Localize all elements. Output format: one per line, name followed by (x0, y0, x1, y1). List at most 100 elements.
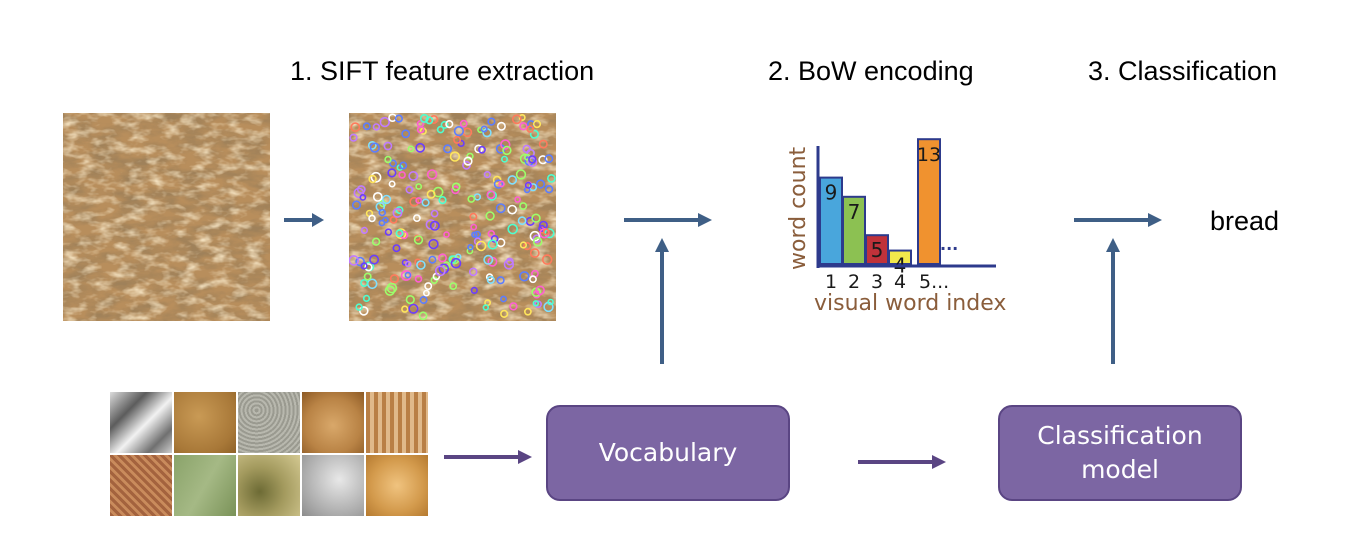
vocabulary-box: Vocabulary (546, 405, 790, 501)
sift-keypoint (524, 181, 532, 189)
sift-keypoint (526, 125, 534, 133)
sift-keypoint (440, 120, 449, 129)
histogram-bar-2 (842, 195, 866, 265)
sift-keypoint (500, 139, 511, 150)
sift-keypoint (360, 226, 368, 234)
texture-bread (366, 455, 428, 516)
sift-keypoint (503, 259, 515, 270)
arrow-vocabulary-up (655, 238, 669, 364)
sift-keypoint (529, 248, 540, 258)
arrow-to-vocabulary (444, 450, 532, 464)
sift-keypoint (544, 228, 555, 239)
classification-model-box: Classification model (998, 405, 1242, 501)
sift-keypoint (538, 139, 548, 149)
sift-keypoint (509, 302, 518, 311)
histogram-bar-4 (888, 249, 912, 265)
sift-keypoint (487, 239, 498, 250)
sift-keypoint (490, 235, 499, 243)
sift-keypoint (349, 255, 360, 266)
histogram-xlabel: visual word index (814, 291, 1006, 316)
sift-keypoint (519, 241, 527, 249)
sift-keypoint (487, 229, 496, 238)
sift-keypoint (535, 179, 546, 189)
sift-keypoint (498, 180, 505, 188)
sift-keypoint (453, 126, 464, 137)
sift-keypoint (384, 155, 392, 164)
sift-keypoint (351, 200, 362, 210)
sift-keypoint (478, 145, 486, 154)
sift-keypoint (466, 152, 474, 160)
sift-keypoint (371, 237, 381, 246)
bow-histogram: 975413 word count visual word index ... … (786, 138, 1006, 316)
sift-keypoint (529, 129, 539, 139)
sift-keypoint (475, 240, 487, 252)
sift-keypoint (423, 289, 430, 297)
sift-keypoint (368, 174, 377, 184)
sift-keypoint (386, 282, 398, 294)
sift-keypoint (384, 285, 396, 296)
sift-keypoint (363, 272, 372, 281)
sift-keypoint (388, 180, 396, 188)
sift-keypoint (425, 116, 434, 125)
sift-keypoint (408, 170, 419, 181)
sift-keypoint (356, 185, 366, 194)
sift-keypoint (518, 113, 526, 122)
sift-keypoint (413, 235, 424, 245)
sift-keypoint (389, 159, 397, 168)
sift-keypoint (362, 122, 371, 131)
sift-keypoint (547, 298, 554, 306)
sift-keypoint (359, 194, 367, 201)
histogram-bar-5 (917, 138, 941, 266)
sift-keypoint (401, 129, 411, 139)
sift-keypoint (416, 125, 425, 134)
sift-keypoint (404, 271, 412, 279)
sift-keypoint (528, 155, 537, 164)
sift-keypoint (535, 285, 545, 296)
sift-keypoint (449, 282, 458, 290)
sift-keypoint (468, 267, 478, 277)
texture-bread-crumb (302, 392, 364, 453)
sift-keypoint (414, 258, 422, 266)
sift-keypoint (542, 228, 550, 236)
sift-keypoint (486, 190, 496, 200)
sift-keypoint (378, 208, 387, 217)
sift-keypoint (511, 114, 522, 125)
sift-keypoint (360, 262, 368, 270)
sift-keypoint (473, 230, 482, 239)
sift-keypoint (405, 185, 414, 194)
sift-keypoint (428, 238, 439, 250)
sift-keypoint (379, 116, 390, 128)
output-label: bread (1210, 206, 1280, 236)
sift-keypoint (470, 223, 478, 231)
sift-keypoint (355, 256, 365, 267)
sift-keypoint (462, 160, 471, 170)
sift-keypoint (469, 212, 478, 221)
texture-linen (174, 455, 236, 516)
texture-styrofoam (302, 455, 364, 516)
sift-keypoint (463, 156, 473, 166)
histogram-tick-4: 4 (894, 271, 906, 293)
sift-keypoint (369, 254, 380, 265)
sift-keypoint (442, 261, 451, 270)
sift-keypoint (505, 257, 514, 266)
texture-gravel (238, 392, 300, 453)
sift-keypoint (424, 282, 433, 291)
sift-keypoint (389, 274, 400, 284)
sift-keypoint (370, 171, 382, 183)
sift-keypoint (507, 204, 518, 215)
sift-keypoint (471, 231, 478, 238)
texture-sponge-green (238, 455, 300, 516)
sift-keypoint (384, 228, 393, 236)
sift-keypoint (529, 275, 537, 284)
sift-keypoint (527, 157, 538, 167)
sift-keypoint (368, 214, 376, 223)
sift-keypoint (482, 304, 490, 311)
sift-keypoint (355, 303, 363, 311)
arrow-to-model (858, 455, 946, 469)
sift-keypoint (383, 141, 393, 151)
sift-keypoint (360, 279, 369, 288)
sift-keypoint (467, 195, 476, 203)
histogram-bar-label-5: 13 (917, 144, 941, 166)
sift-keypoint (496, 276, 505, 285)
sift-keypoint (367, 141, 377, 150)
